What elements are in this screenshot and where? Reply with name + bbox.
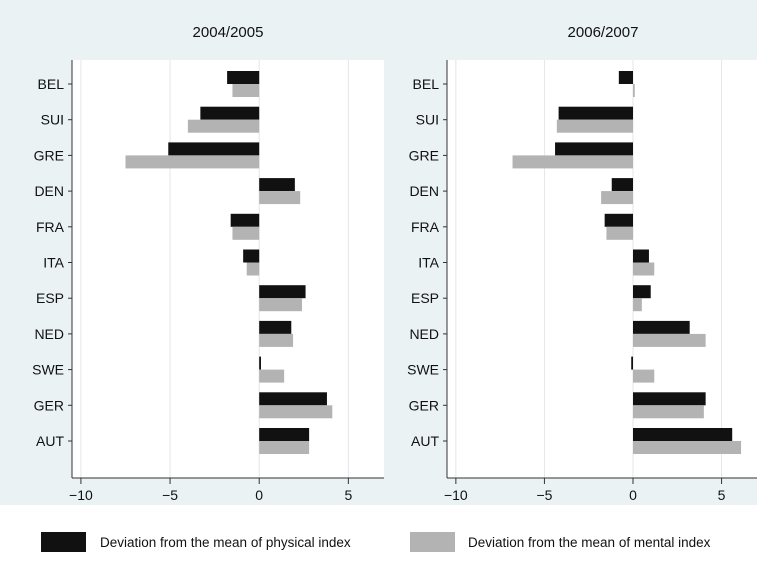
bar-fra-mental xyxy=(232,226,260,240)
legend: Deviation from the mean of physical inde… xyxy=(41,532,711,552)
bar-swe-mental xyxy=(259,369,285,383)
category-label: AUT xyxy=(36,433,64,449)
bar-fra-physical xyxy=(604,213,633,227)
x-ticks-2006-2007: −10 −5 0 5 xyxy=(444,478,726,503)
x-tick-label: 0 xyxy=(629,487,637,503)
x-tick-label: −5 xyxy=(162,487,178,503)
bar-ger-physical xyxy=(633,392,706,406)
category-label: NED xyxy=(409,326,439,342)
category-label: BEL xyxy=(38,76,65,92)
bar-fra-mental xyxy=(606,226,633,240)
bar-esp-mental xyxy=(633,298,642,312)
bar-gre-mental xyxy=(125,155,260,169)
bar-den-mental xyxy=(259,191,301,205)
panel-title-2004-2005: 2004/2005 xyxy=(193,24,264,41)
panel-2006-2007: 2006/2007 BEL SUI GRE DEN FRA ITA ESP NED SWE GER… xyxy=(407,10,757,503)
legend-swatch-mental xyxy=(410,532,455,552)
legend-label-mental: Deviation from the mean of mental index xyxy=(468,535,711,550)
bar-ger-mental xyxy=(633,405,704,419)
x-tick-label: −5 xyxy=(536,487,552,503)
x-tick-label: 0 xyxy=(255,487,263,503)
category-label: AUT xyxy=(411,433,439,449)
category-label: ESP xyxy=(411,290,439,306)
category-label: GRE xyxy=(34,147,64,163)
category-labels-2004-2005: BEL SUI GRE DEN FRA ITA ESP NED SWE GER AUT xyxy=(32,76,72,449)
category-label: SUI xyxy=(41,112,64,128)
x-tick-label: −10 xyxy=(69,487,93,503)
legend-swatch-physical xyxy=(41,532,86,552)
category-label: BEL xyxy=(413,76,440,92)
category-label: DEN xyxy=(34,183,64,199)
category-labels-2006-2007: BEL SUI GRE DEN FRA ITA ESP NED SWE GER AUT xyxy=(407,76,447,449)
bar-gre-physical xyxy=(555,142,633,156)
panel-2004-2005: 2004/2005 BEL SUI GRE DEN FRA ITA ESP NED SWE GER… xyxy=(32,10,384,503)
category-label: FRA xyxy=(36,219,65,235)
bar-swe-physical xyxy=(259,356,261,370)
bar-gre-physical xyxy=(168,142,260,156)
bar-ita-mental xyxy=(246,262,260,276)
bar-sui-physical xyxy=(558,106,633,120)
bar-ita-physical xyxy=(243,249,260,263)
category-label: GER xyxy=(409,397,439,413)
bar-sui-mental xyxy=(187,119,260,133)
bar-aut-physical xyxy=(633,428,733,441)
bar-esp-mental xyxy=(259,298,302,312)
category-label: SWE xyxy=(32,362,64,378)
bar-ned-mental xyxy=(633,333,706,347)
bars-2006-2007 xyxy=(512,71,742,454)
bar-ita-physical xyxy=(633,249,649,263)
panel-title-2006-2007: 2006/2007 xyxy=(568,24,639,41)
legend-label-physical: Deviation from the mean of physical inde… xyxy=(100,535,351,550)
category-label: ITA xyxy=(43,255,64,271)
bar-sui-mental xyxy=(556,119,633,133)
bar-bel-physical xyxy=(227,71,260,84)
x-tick-label: 5 xyxy=(718,487,726,503)
category-label: SUI xyxy=(416,112,439,128)
category-label: GRE xyxy=(409,147,439,163)
bar-gre-mental xyxy=(512,155,633,169)
bar-ger-mental xyxy=(259,405,333,419)
category-label: SWE xyxy=(407,362,439,378)
category-label: GER xyxy=(34,397,64,413)
bar-bel-mental xyxy=(232,84,260,97)
category-label: NED xyxy=(34,326,64,342)
category-label: DEN xyxy=(409,183,439,199)
bar-esp-physical xyxy=(633,285,651,299)
x-tick-label: 5 xyxy=(344,487,352,503)
bar-sui-physical xyxy=(200,106,260,120)
bar-ger-physical xyxy=(259,392,327,406)
bar-bel-physical xyxy=(618,71,633,84)
bar-den-physical xyxy=(611,178,633,192)
bar-aut-mental xyxy=(633,441,742,454)
x-tick-label: −10 xyxy=(444,487,468,503)
x-ticks-2004-2005: −10 −5 0 5 xyxy=(69,478,352,503)
bar-ita-mental xyxy=(633,262,655,276)
bars-2004-2005 xyxy=(125,71,333,454)
bar-swe-physical xyxy=(631,356,633,370)
bar-aut-physical xyxy=(259,428,310,441)
bar-ned-physical xyxy=(633,320,690,334)
bar-esp-physical xyxy=(259,285,306,299)
bar-aut-mental xyxy=(259,441,310,454)
bar-fra-physical xyxy=(230,213,260,227)
panel-header-2006-2007 xyxy=(447,10,757,50)
bar-den-physical xyxy=(259,178,295,192)
category-label: ITA xyxy=(418,255,439,271)
bar-ned-mental xyxy=(259,333,294,347)
category-label: FRA xyxy=(411,219,440,235)
panel-header-2004-2005 xyxy=(72,10,384,50)
bar-swe-mental xyxy=(633,369,655,383)
category-label: ESP xyxy=(36,290,64,306)
bar-den-mental xyxy=(601,191,633,205)
bar-ned-physical xyxy=(259,320,292,334)
bar-bel-mental xyxy=(633,84,635,97)
